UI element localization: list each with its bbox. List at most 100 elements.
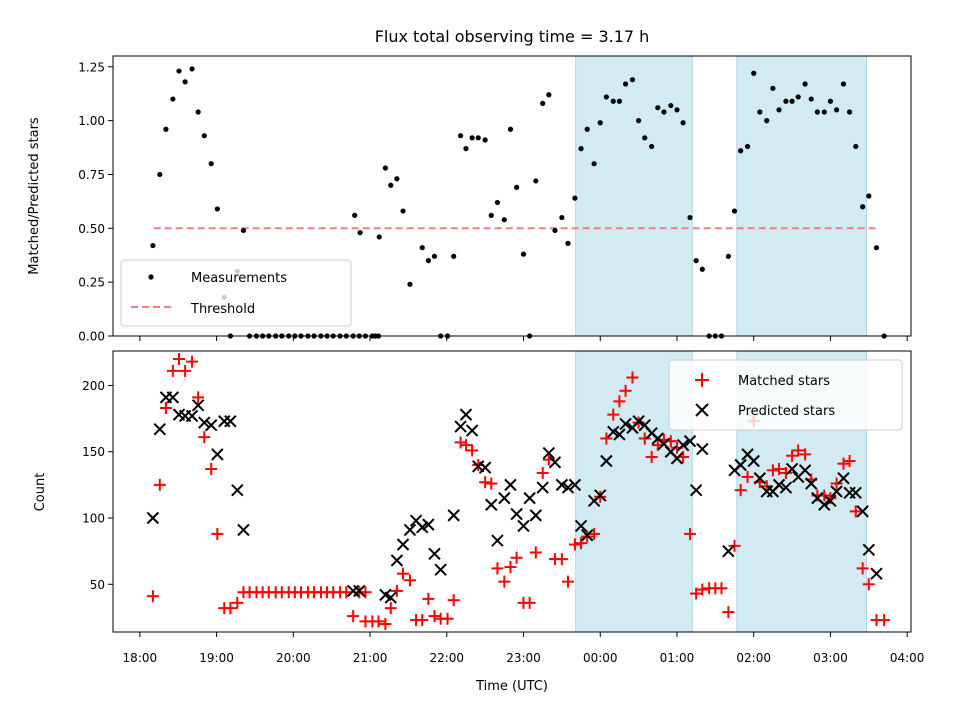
predicted-star-stroke-b bbox=[224, 415, 237, 428]
top-y-axis-label: Matched/Predicted stars bbox=[27, 117, 42, 275]
matched-star-point bbox=[600, 432, 613, 445]
matched-star-point bbox=[773, 462, 786, 475]
matched-star-point bbox=[211, 527, 224, 540]
predicted-star-stroke-b bbox=[798, 464, 812, 477]
predicted-star-stroke-b bbox=[428, 547, 441, 561]
shaded-interval bbox=[575, 55, 693, 337]
predicted-star-point bbox=[837, 472, 850, 485]
matched-star-point bbox=[403, 574, 416, 587]
predicted-star-stroke-b bbox=[676, 438, 690, 452]
measurement-point bbox=[546, 92, 552, 98]
bottom-y-ticks: 50 100 150 200 bbox=[82, 379, 113, 592]
predicted-star-stroke-b bbox=[580, 529, 594, 542]
predicted-star-point bbox=[434, 563, 447, 576]
matched-star-point bbox=[390, 584, 403, 597]
predicted-star-point bbox=[561, 481, 575, 494]
predicted-star-stroke-b bbox=[231, 483, 244, 497]
predicted-star-point bbox=[504, 478, 517, 492]
x-axis-label: Time (UTC) bbox=[475, 679, 548, 694]
matched-star-point bbox=[146, 590, 159, 603]
predicted-star-point bbox=[491, 534, 504, 547]
predicted-star-point bbox=[785, 462, 799, 476]
matched-stars-series bbox=[146, 352, 891, 631]
bottom-legend: Matched stars Predicted stars bbox=[668, 359, 903, 431]
predicted-star-point bbox=[390, 554, 404, 567]
predicted-star-stroke-b bbox=[683, 434, 697, 448]
measurement-point bbox=[693, 258, 699, 264]
predicted-star-point bbox=[185, 409, 199, 423]
x-tick-label: 04:00 bbox=[890, 651, 925, 665]
matched-star-point bbox=[231, 596, 244, 609]
predicted-star-stroke-b bbox=[664, 445, 678, 458]
predicted-star-point bbox=[428, 547, 441, 561]
predicted-star-stroke-b bbox=[485, 498, 498, 511]
predicted-star-stroke-b bbox=[689, 483, 703, 497]
measurement-point bbox=[738, 148, 744, 154]
legend-threshold-label: Threshold bbox=[190, 302, 255, 317]
predicted-star-stroke-b bbox=[472, 460, 485, 473]
measurement-point bbox=[494, 199, 501, 206]
predicted-star-point bbox=[396, 538, 410, 551]
predicted-star-point bbox=[465, 424, 479, 437]
matched-star-point bbox=[568, 538, 581, 551]
predicted-star-stroke-b bbox=[747, 454, 760, 468]
predicted-star-point bbox=[403, 523, 417, 537]
matched-star-point bbox=[684, 527, 697, 540]
predicted-star-stroke-b bbox=[504, 478, 517, 492]
measurement-point bbox=[352, 212, 358, 218]
legend-predicted-label: Predicted stars bbox=[738, 404, 835, 419]
predicted-star-stroke-b bbox=[146, 511, 160, 525]
measurement-point bbox=[552, 227, 558, 234]
chart-title: Flux total observing time = 3.17 h bbox=[375, 27, 650, 46]
legend-measurements-label: Measurements bbox=[191, 271, 287, 286]
predicted-star-point bbox=[824, 494, 837, 507]
predicted-star-point bbox=[670, 452, 684, 465]
measurement-point bbox=[507, 126, 514, 132]
predicted-star-point bbox=[231, 483, 244, 497]
matched-star-point bbox=[166, 364, 179, 377]
predicted-star-point bbox=[594, 489, 607, 502]
predicted-star-point bbox=[422, 518, 435, 531]
predicted-star-point bbox=[772, 478, 786, 492]
measurements-series bbox=[150, 66, 887, 339]
predicted-star-stroke-b bbox=[403, 523, 417, 537]
predicted-star-stroke-b bbox=[657, 437, 671, 450]
matched-star-point bbox=[504, 561, 517, 574]
measurement-point bbox=[163, 126, 169, 132]
predicted-star-stroke-b bbox=[734, 458, 747, 472]
predicted-star-point bbox=[734, 458, 747, 472]
y-tick-label: 50 bbox=[90, 578, 105, 592]
predicted-star-stroke-b bbox=[670, 452, 684, 465]
matched-star-point bbox=[205, 462, 218, 475]
matched-star-point bbox=[878, 614, 891, 627]
predicted-star-stroke-b bbox=[478, 461, 492, 474]
matched-star-point bbox=[384, 602, 397, 615]
measurement-point bbox=[457, 133, 464, 139]
predicted-star-stroke-b bbox=[379, 588, 392, 602]
measurement-point bbox=[866, 193, 872, 199]
predicted-star-stroke-b bbox=[772, 478, 786, 492]
predicted-star-point bbox=[805, 477, 818, 490]
predicted-star-stroke-b bbox=[548, 456, 562, 469]
bottom-x-ticks: 18:00 19:00 20:00 21:00 22:00 23:00 00:00 01:00… bbox=[123, 632, 925, 665]
predicted-star-stroke-b bbox=[805, 477, 818, 490]
measurement-point bbox=[201, 133, 207, 139]
matched-star-point bbox=[638, 432, 651, 445]
measurement-point bbox=[674, 107, 680, 113]
measurement-point bbox=[757, 109, 763, 115]
measurement-point bbox=[488, 212, 494, 218]
predicted-star-stroke-b bbox=[638, 419, 651, 432]
bottom-y-axis-label: Count bbox=[33, 473, 48, 512]
matched-star-point bbox=[186, 355, 199, 368]
predicted-star-stroke-b bbox=[447, 509, 460, 522]
predicted-star-point bbox=[198, 416, 211, 429]
shaded-interval bbox=[736, 55, 867, 337]
bottom-panel: 50 100 150 200 18:00 19:00 20:00 21:00 22:00 23:… bbox=[33, 350, 925, 694]
measurement-point bbox=[533, 178, 539, 184]
measurement-point bbox=[827, 98, 834, 104]
predicted-star-stroke-b bbox=[454, 420, 467, 433]
predicted-star-point bbox=[676, 438, 690, 452]
predicted-star-point bbox=[447, 509, 460, 522]
predicted-star-stroke-b bbox=[607, 425, 620, 439]
measurement-point bbox=[195, 109, 201, 115]
